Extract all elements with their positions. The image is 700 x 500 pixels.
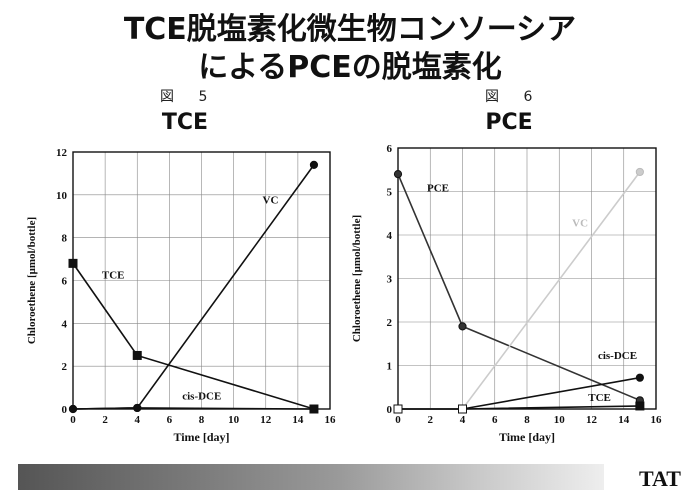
series-annotation: VC	[572, 217, 588, 229]
x-tick-label: 6	[167, 414, 173, 426]
x-tick-label: 14	[618, 414, 630, 426]
y-tick-label: 6	[62, 276, 68, 288]
x-tick-label: 0	[395, 414, 401, 426]
data-point-tce	[458, 404, 467, 414]
series-annotation: cis-DCE	[182, 390, 221, 402]
x-tick-label: 12	[586, 414, 598, 426]
series-line-vc	[398, 171, 641, 410]
x-axis-label: Time [day]	[173, 430, 229, 444]
y-tick-label: 2	[387, 317, 393, 329]
y-tick-label: 12	[56, 147, 68, 159]
y-axis-label: Chloroethene [μmol/bottle]	[26, 217, 38, 344]
y-axis-label: Chloroethene [μmol/bottle]	[351, 215, 363, 342]
figure-6-label: 図 6	[485, 89, 543, 105]
series-annotation: TCE	[102, 269, 125, 281]
plot-frame	[397, 147, 657, 410]
data-point-tce	[132, 350, 142, 360]
y-tick-label: 10	[56, 190, 68, 202]
y-tick-label: 3	[387, 274, 393, 286]
x-tick-label: 16	[325, 414, 337, 426]
data-point-tce	[68, 258, 78, 268]
data-point-cis-dce	[635, 373, 644, 382]
x-tick-label: 2	[428, 414, 434, 426]
x-tick-label: 6	[492, 414, 498, 426]
y-tick-label: 6	[387, 143, 393, 155]
x-tick-label: 4	[460, 414, 466, 426]
y-tick-label: 0	[387, 404, 393, 416]
series-annotation: PCE	[427, 183, 449, 195]
series-annotation: TCE	[588, 392, 611, 404]
y-tick-label: 8	[62, 233, 68, 245]
y-tick-label: 4	[62, 318, 68, 330]
data-point-cis-dce	[68, 404, 78, 414]
chart-2-name: PCE	[485, 110, 533, 135]
tat-logo: TAT	[639, 466, 681, 491]
figure-5-label: 図 5	[160, 89, 218, 105]
data-point-cis-dce	[309, 404, 319, 414]
chart-1-name: TCE	[161, 110, 209, 135]
data-point-vc	[635, 167, 644, 177]
data-point-vc	[309, 160, 319, 169]
series-line-pce	[397, 173, 641, 402]
x-tick-label: 14	[292, 414, 304, 426]
data-point-pce	[458, 322, 467, 331]
y-tick-label: 1	[387, 361, 393, 373]
x-tick-label: 10	[554, 414, 566, 426]
series-annotation: cis-DCE	[598, 350, 637, 362]
x-tick-label: 10	[228, 414, 240, 426]
x-tick-label: 12	[260, 414, 272, 426]
slide-title-line1: TCE脱塩素化微生物コンソーシア	[123, 12, 577, 47]
x-axis-label: Time [day]	[499, 430, 555, 444]
y-tick-label: 0	[62, 404, 68, 416]
y-tick-label: 2	[62, 361, 68, 373]
data-point-cis-dce	[133, 403, 142, 413]
svg-text:TAT: TAT	[639, 466, 681, 491]
footer-gradient-bar	[18, 464, 604, 490]
x-tick-label: 8	[199, 414, 205, 426]
x-tick-label: 8	[524, 414, 530, 426]
series-annotation: VC	[263, 194, 279, 206]
x-tick-label: 2	[102, 414, 108, 426]
x-tick-label: 16	[651, 414, 663, 426]
slide-title-line2: によるPCEの脱塩素化	[198, 50, 502, 85]
x-tick-label: 4	[135, 414, 141, 426]
data-point-tce	[635, 401, 645, 411]
x-tick-label: 0	[70, 414, 76, 426]
y-tick-label: 4	[387, 230, 393, 242]
data-point-pce	[393, 170, 403, 179]
y-tick-label: 5	[387, 187, 393, 199]
data-point-tce	[393, 404, 403, 414]
